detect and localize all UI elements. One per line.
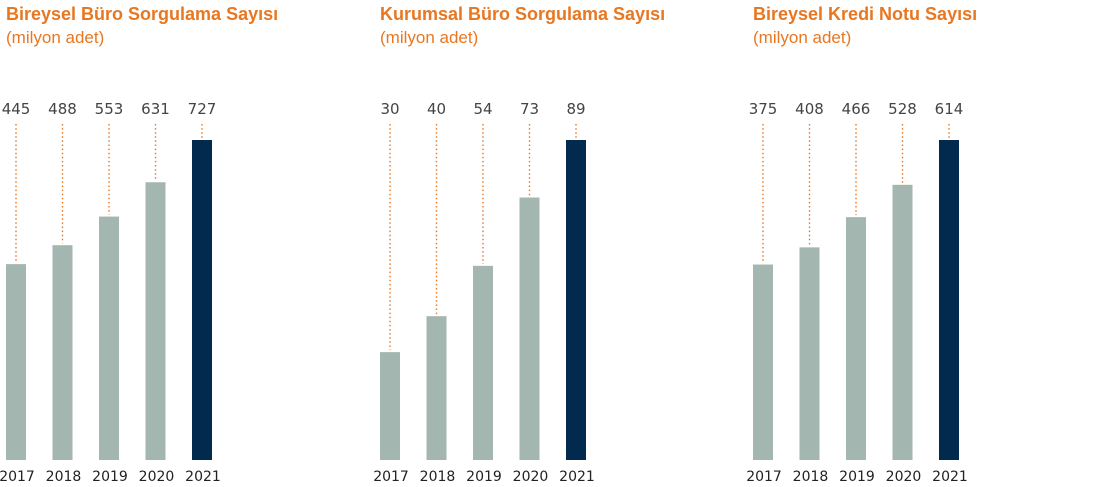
value-label: 528 xyxy=(888,100,917,118)
bar-2020 xyxy=(892,184,913,460)
bar-chart-svg: 445 2017 488 2018 553 2019 631 2020 727 2021 xyxy=(0,100,221,485)
bar-2021 xyxy=(192,140,212,460)
year-tick-label: 2019 xyxy=(92,469,128,485)
chart-subtitle: (milyon adet) xyxy=(753,28,852,47)
bar-2020 xyxy=(519,197,540,461)
bar-2018 xyxy=(52,245,73,460)
year-tick-label: 2021 xyxy=(559,469,595,485)
value-label: 73 xyxy=(520,100,539,118)
year-tick-label: 2017 xyxy=(746,469,782,485)
value-label: 631 xyxy=(141,100,170,118)
year-tick-label: 2018 xyxy=(793,469,829,485)
bar-2019 xyxy=(473,265,493,460)
bar-2021 xyxy=(566,140,586,460)
value-label: 488 xyxy=(48,100,77,118)
bar-2017 xyxy=(753,264,773,460)
chart-title: Bireysel Kredi Notu Sayısı xyxy=(753,4,978,24)
value-label: 445 xyxy=(2,100,31,118)
bar-2021 xyxy=(939,140,959,460)
chart-subtitle: (milyon adet) xyxy=(6,28,105,47)
bar-2018 xyxy=(426,316,447,460)
value-label: 30 xyxy=(380,100,399,118)
value-label: 375 xyxy=(749,100,778,118)
value-label: 553 xyxy=(95,100,124,118)
value-label: 89 xyxy=(566,100,585,118)
value-label: 54 xyxy=(473,100,492,118)
chart-panel-bireysel-buro: Bireysel Büro Sorgulama Sayısı (milyon a… xyxy=(0,0,278,487)
chart-panel-kurumsal-buro: Kurumsal Büro Sorgulama Sayısı (milyon a… xyxy=(373,0,665,487)
chart-panel-bireysel-kredi-notu: Bireysel Kredi Notu Sayısı (milyon adet)… xyxy=(746,0,993,487)
year-tick-label: 2017 xyxy=(373,469,409,485)
chart-subtitle: (milyon adet) xyxy=(380,28,479,47)
bar-2018 xyxy=(799,247,820,460)
year-tick-label: 2018 xyxy=(46,469,82,485)
bar-2020 xyxy=(145,182,166,460)
value-label: 40 xyxy=(427,100,446,118)
value-label: 727 xyxy=(188,100,217,118)
value-label: 408 xyxy=(795,100,824,118)
value-label: 466 xyxy=(842,100,871,118)
year-tick-label: 2021 xyxy=(185,469,221,485)
year-tick-label: 2017 xyxy=(0,469,35,485)
chart-title: Bireysel Büro Sorgulama Sayısı xyxy=(6,4,279,24)
year-tick-label: 2019 xyxy=(839,469,875,485)
year-tick-label: 2021 xyxy=(932,469,968,485)
year-tick-label: 2018 xyxy=(420,469,456,485)
bar-2019 xyxy=(846,217,866,460)
chart-title: Kurumsal Büro Sorgulama Sayısı xyxy=(380,4,666,24)
bar-2017 xyxy=(6,264,26,460)
bar-2019 xyxy=(99,216,119,460)
bar-chart-svg: 30 2017 40 2018 54 2019 73 2020 89 2021 xyxy=(373,100,595,485)
year-tick-label: 2020 xyxy=(886,469,922,485)
bar-2017 xyxy=(380,352,400,460)
year-tick-label: 2020 xyxy=(513,469,549,485)
value-label: 614 xyxy=(935,100,964,118)
year-tick-label: 2019 xyxy=(466,469,502,485)
year-tick-label: 2020 xyxy=(139,469,175,485)
bar-chart-svg: 375 2017 408 2018 466 2019 528 2020 614 2021 xyxy=(746,100,968,485)
